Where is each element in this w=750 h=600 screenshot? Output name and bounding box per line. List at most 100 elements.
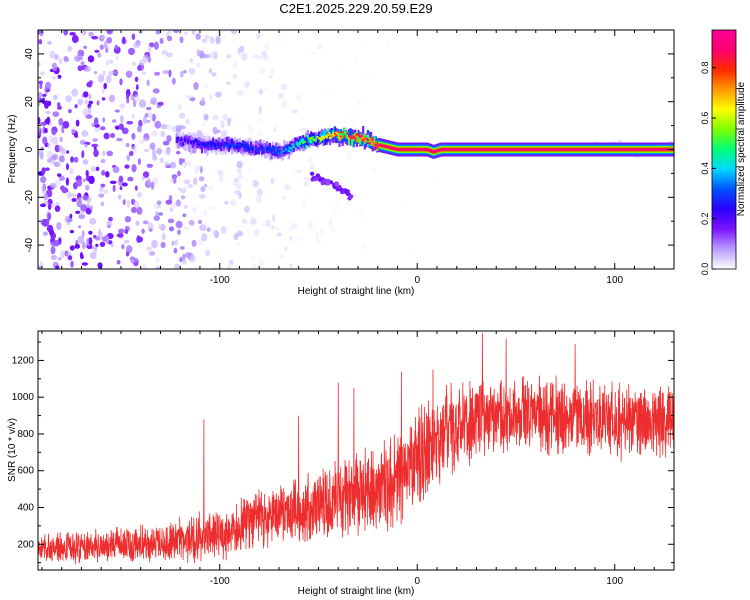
spectrogram-cell [178,138,181,146]
spectrogram-cell [131,206,137,214]
spectrogram-cell [486,148,490,151]
spectrogram-cell [38,92,43,99]
spectrogram-cell [180,139,183,147]
spectrogram-cell [330,128,333,138]
spectrogram-cell [570,148,573,151]
spectrogram-cell [154,120,162,129]
spectrogram-panel: -100 0 100 -40 -20 0 20 40 Height of straight … [7,29,675,297]
spectrogram-cell [241,52,248,61]
spectrogram-cell [125,245,133,254]
spectrogram-cell [295,141,298,146]
spectrogram-cell [161,232,166,241]
spectrogram-cell [256,150,259,153]
spectrogram-cell [558,148,561,151]
spectrogram-cell [80,254,84,259]
spectrogram-cell [65,177,69,186]
spectrogram-cell [616,148,619,151]
spectrogram-cell [58,58,63,65]
spectrogram-cell [168,226,175,232]
spectrogram-cell [617,139,623,143]
spectrogram-cell [318,43,322,51]
spectrogram-cell [414,148,417,151]
spectrogram-cell [292,146,295,148]
spectrogram-cell [319,138,322,143]
spectrogram-cell [528,148,531,151]
spectrogram-cell [38,61,41,67]
spectrogram-cell [198,193,206,199]
spectrogram-cell [148,45,152,53]
spectrogram-cell [398,148,401,151]
spectrogram-cell [210,51,216,59]
spectrogram-cell [384,145,387,148]
spectrogram-cell [119,186,123,191]
spectrogram-cell [77,235,85,244]
spectrogram-cell [96,100,100,106]
spectrogram-cell [130,258,135,264]
spectrogram-cell [125,70,133,79]
spectrogram-cell [221,139,224,147]
spectrogram-cell [235,30,240,35]
spectrogram-cell [279,151,283,154]
spectrogram-cell [334,206,339,212]
spectrogram-cell [171,240,175,246]
spectrogram-cell [105,48,109,53]
spectrogram-cell [126,199,130,208]
spectrogram-cell [63,30,69,36]
spectrogram-cell [254,147,257,150]
spectrogram-cell [591,148,594,151]
spectrogram-cell [110,132,115,139]
spectrogram-cell [114,109,120,113]
spectrogram-cell [494,148,497,151]
snr-frame [37,330,675,571]
spectrogram-cell [236,242,241,246]
spectrogram-cell [216,141,219,146]
spectrogram-cell [128,47,135,56]
spectrogram-cell [127,176,134,182]
spectrogram-cell [40,176,47,184]
spectrogram-cell [261,145,264,150]
spectrogram-cell [236,160,243,169]
spectrogram-cell [175,150,181,155]
spectrogram-cell [200,144,204,147]
y-tick-label: 0 [24,146,35,152]
spectrogram-cell [463,148,466,151]
spectrogram-cell [57,102,61,107]
spectrogram-cell [445,148,449,151]
spectrogram-cell [51,136,59,145]
spectrogram-cell [108,70,115,76]
spectrogram-cell [54,205,61,212]
spectrogram-cell [303,140,306,143]
spectrogram-cell [164,149,171,156]
spectrogram-cell [51,203,55,208]
spectrogram-cell [312,229,317,234]
spectrogram-cell [157,212,164,216]
spectrogram-cell [562,148,565,151]
spectrogram-cell [280,85,285,90]
spectrogram-cell [400,148,403,151]
spectrogram-cell [281,195,287,201]
spectrogram-cell [180,136,183,141]
spectrogram-cell [515,148,518,151]
spectrogram-cell [624,148,627,151]
spectrogram-cell [324,135,327,146]
spectrogram-cell [270,177,275,184]
spectrogram-cell [258,117,264,123]
spectrogram-cell [569,148,572,151]
spectrogram-cell [172,77,176,85]
spectrogram-cell [243,144,246,149]
spectrogram-cell [482,148,485,151]
spectrogram-cell [242,146,245,148]
spectrogram-cell [485,148,488,151]
spectrogram-cell [521,148,524,151]
spectrogram-cell [112,184,116,193]
spectrogram-cell [281,30,286,33]
spectrogram-cell [81,262,89,266]
spectrogram-cell [185,137,188,152]
spectrogram-cell [213,147,216,150]
spectrogram-cell [177,137,180,142]
spectrogram-cell [359,136,362,139]
spectrogram-cell [305,144,308,149]
spectrogram-cell [76,98,83,106]
spectrogram-cell [183,139,186,142]
spectrogram-cell [227,143,230,146]
